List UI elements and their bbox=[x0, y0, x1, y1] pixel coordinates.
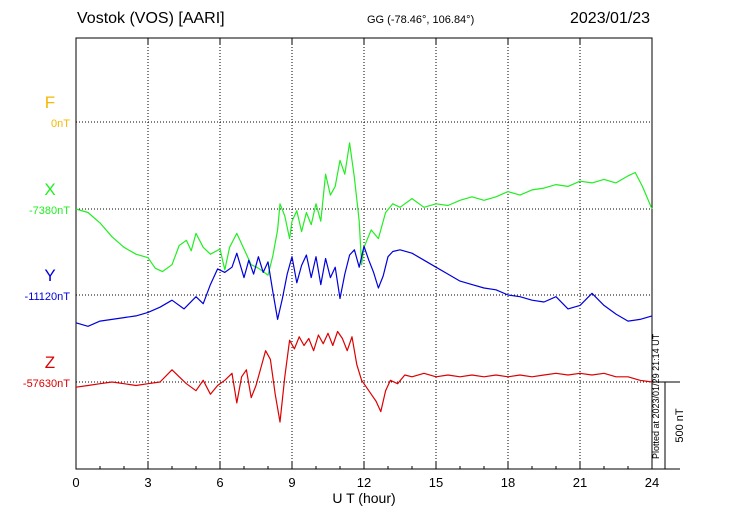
series-name-z: Z bbox=[45, 353, 55, 372]
series-labels: F 0nT X -7380nT Y -11120nT Z -57630nT bbox=[23, 93, 70, 390]
coordinates-label: GG (-78.46°, 106.84°) bbox=[367, 14, 475, 26]
x-axis-label: U T (hour) bbox=[332, 490, 395, 506]
x-tick-label: 21 bbox=[573, 475, 587, 490]
x-tick-label: 12 bbox=[357, 475, 371, 490]
series-name-y: Y bbox=[44, 266, 55, 285]
date-label: 2023/01/23 bbox=[570, 10, 651, 27]
x-tick-label: 0 bbox=[72, 475, 79, 490]
baseline-value-z: -57630nT bbox=[23, 378, 70, 390]
series-line-y bbox=[75, 245, 653, 327]
scale-bar-label: 500 nT bbox=[674, 408, 686, 443]
x-tick-label: 6 bbox=[216, 475, 223, 490]
series-name-x: X bbox=[44, 180, 55, 199]
baseline-value-f: 0nT bbox=[51, 118, 70, 130]
x-tick-label: 18 bbox=[501, 475, 515, 490]
axis-ticks: 0 3 6 9 12 15 18 21 24 bbox=[72, 38, 659, 490]
series-line-z bbox=[75, 330, 653, 423]
series-line-x bbox=[75, 142, 653, 276]
series-group bbox=[75, 142, 653, 423]
station-title: Vostok (VOS) [AARI] bbox=[77, 10, 225, 27]
baseline-value-x: -7380nT bbox=[29, 205, 70, 217]
x-tick-label: 15 bbox=[429, 475, 443, 490]
grid-lines bbox=[76, 38, 652, 469]
baseline-value-y: -11120nT bbox=[25, 291, 71, 303]
scale-bar: 500 nT bbox=[652, 381, 686, 470]
series-name-f: F bbox=[45, 93, 55, 112]
x-tick-label: 24 bbox=[645, 475, 659, 490]
x-tick-label: 9 bbox=[288, 475, 295, 490]
x-tick-label: 3 bbox=[144, 475, 151, 490]
